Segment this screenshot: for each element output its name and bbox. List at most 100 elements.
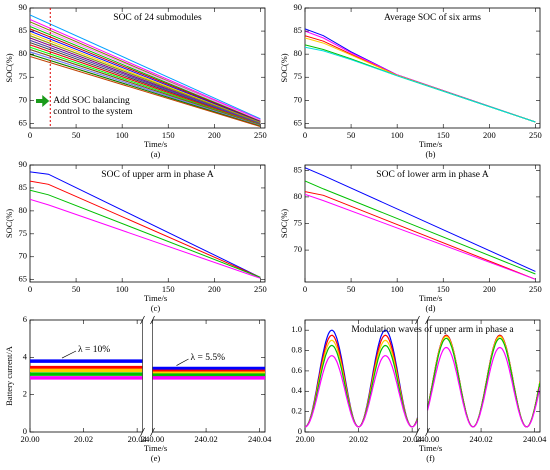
y-tick-label: 80 [294,191,303,201]
y-axis-label: Battery current/A [4,345,14,406]
chart-title: SOC of lower arm in phase A [376,169,489,180]
x-tick-label: 150 [162,130,175,140]
y-tick-label: 80 [19,48,28,58]
x-tick-label: 20.04 [128,434,148,444]
annotation-arrow [61,350,77,359]
y-tick-label: 65 [19,117,28,127]
caption: (d) [426,303,436,313]
plot-frame [29,7,266,129]
break-mark [140,427,155,437]
break-mark [140,315,155,325]
x-tick-label: 240.04 [248,434,272,444]
x-tick-label: 50 [72,284,81,294]
x-tick-label: 20.00 [20,434,39,444]
y-axis-label: SOC(%) [4,53,14,82]
y-tick-label: 0.8 [291,344,302,354]
x-tick-label: 50 [347,284,356,294]
break-mark [415,427,430,437]
x-axis-label: Time/s [419,443,442,453]
y-tick-label: 75 [19,71,28,81]
arrow [36,95,50,107]
x-tick-label: 240.04 [523,434,547,444]
x-tick-label: 0 [303,284,307,294]
series-line [305,191,536,280]
modulation-wave [305,334,419,428]
modulation-wave [305,355,419,428]
plot-frame [29,164,266,283]
modulation-wave [426,346,540,428]
y-tick-label: 85 [294,25,303,35]
x-tick-label: 250 [529,284,542,294]
series-line [30,39,261,124]
x-tick-label: 200 [483,284,496,294]
y-tick-label: 90 [294,2,303,12]
x-axis-label: Time/s [419,139,442,149]
series-line [30,56,261,128]
series-line [30,42,261,125]
caption: (c) [151,303,161,313]
modulation-wave [426,335,540,428]
chart-title: SOC of 24 submodules [113,12,202,23]
modulation-wave [305,339,419,428]
caption: (f) [426,453,435,463]
plot-area [305,28,536,123]
axis-break [142,318,153,434]
modulation-wave [426,337,540,428]
plot-frame [304,164,541,283]
x-tick-label: 250 [254,130,267,140]
axis-break [417,318,428,434]
series-line [30,51,261,127]
plot-area [305,167,536,280]
series-line [30,30,261,123]
x-tick-label: 20.02 [349,434,368,444]
y-tick-label: 0 [298,426,302,436]
x-tick-label: 150 [437,130,450,140]
y-tick-label: 0 [23,426,27,436]
series-line [305,35,536,123]
chart-title: Average SOC of six arms [384,12,481,23]
series-line [30,53,261,127]
annotation: λ = 5.5% [191,353,226,363]
series-line [30,46,261,126]
x-tick-label: 200 [208,130,221,140]
plot-area [305,329,540,428]
x-tick-label: 50 [72,130,81,140]
y-tick-label: 65 [294,117,303,127]
annotation: λ = 10% [78,345,110,355]
y-tick-label: 70 [294,94,303,104]
y-tick-label: 75 [294,71,303,81]
caption: (a) [151,149,161,159]
y-tick-label: 70 [19,251,28,261]
y-tick-label: 0.4 [291,385,302,395]
plot-frame [304,7,541,129]
series-line [305,28,536,123]
x-tick-label: 240.02 [469,434,492,444]
x-axis-label: Time/s [144,293,167,303]
x-tick-label: 150 [437,284,450,294]
y-tick-label: 85 [19,25,28,35]
series-line [30,35,261,123]
y-tick-label: 4 [23,351,28,361]
x-axis-label: Time/s [144,139,167,149]
series-line [30,14,261,120]
x-tick-label: 0 [28,130,32,140]
y-tick-label: 70 [19,94,28,104]
caption: (b) [426,149,436,159]
x-tick-label: 200 [208,284,221,294]
break-mark [415,315,430,325]
y-tick-label: 2 [23,389,27,399]
y-axis-label: SOC(%) [4,209,14,238]
series-line [305,37,536,123]
series-line [30,180,261,278]
x-tick-label: 50 [347,130,356,140]
y-tick-label: 85 [294,164,303,174]
y-tick-label: 6 [23,314,27,324]
x-tick-label: 240.02 [194,434,217,444]
y-tick-label: 75 [19,228,28,238]
y-tick-label: 75 [294,217,303,227]
series-line [305,167,536,272]
series-line [30,44,261,125]
x-tick-label: 100 [116,130,129,140]
plot-area [30,359,265,380]
